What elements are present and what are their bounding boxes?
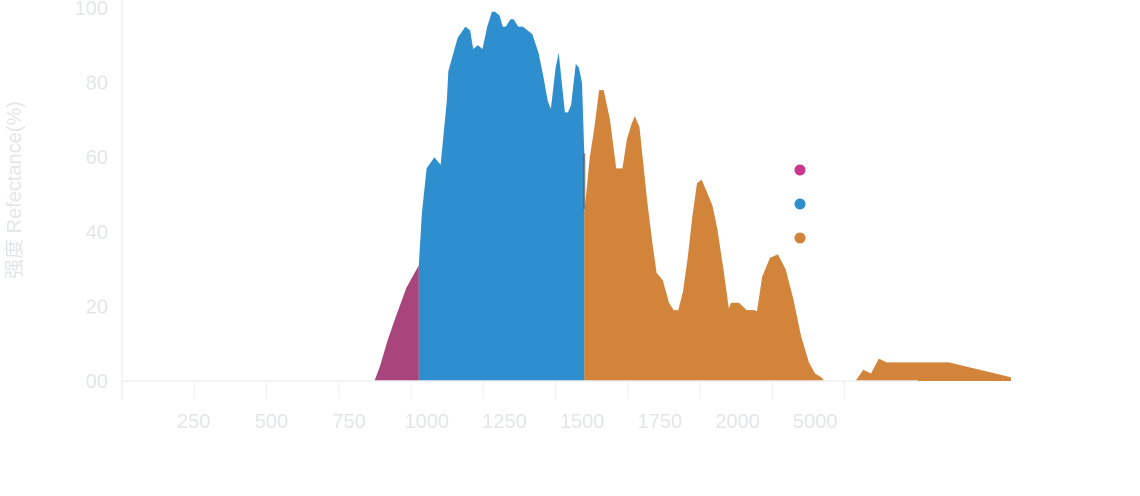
- legend-marker-1: [794, 164, 806, 176]
- x-tick-label: 250: [177, 411, 210, 433]
- chart-ticks: 00 20 40 60 80 100 250 500 750 1000 1250 1500 1750 20…: [75, 0, 846, 433]
- series-3-area: [584, 90, 825, 381]
- y-tick-label: 100: [75, 0, 108, 20]
- legend-marker-2: [794, 198, 806, 210]
- x-tick-label: 750: [332, 411, 365, 433]
- y-tick-label: 60: [86, 147, 108, 169]
- x-tick-label: 5000: [793, 411, 838, 433]
- series-2-area: [418, 11, 585, 381]
- y-tick-label: 00: [86, 371, 108, 393]
- x-tick-label: 1500: [560, 411, 605, 433]
- y-tick-label: 20: [86, 296, 108, 318]
- chart-marks: [374, 11, 1011, 381]
- x-tick-label: 1250: [482, 411, 527, 433]
- y-tick-label: 80: [86, 73, 108, 95]
- chart-legend: [794, 164, 806, 244]
- series-3-area-part-2: [700, 302, 809, 381]
- chart-axes: [121, 0, 918, 400]
- x-tick-label: 500: [255, 411, 288, 433]
- x-tick-label: 2000: [715, 411, 760, 433]
- series-1-area: [374, 265, 419, 381]
- legend-marker-3: [794, 232, 806, 244]
- y-axis-title: 强度 Refectance(%): [3, 101, 26, 279]
- y-tick-label: 40: [86, 222, 108, 244]
- series-3-area-part-3: [855, 358, 1011, 381]
- x-tick-label: 1000: [405, 411, 450, 433]
- x-tick-label: 1750: [638, 411, 683, 433]
